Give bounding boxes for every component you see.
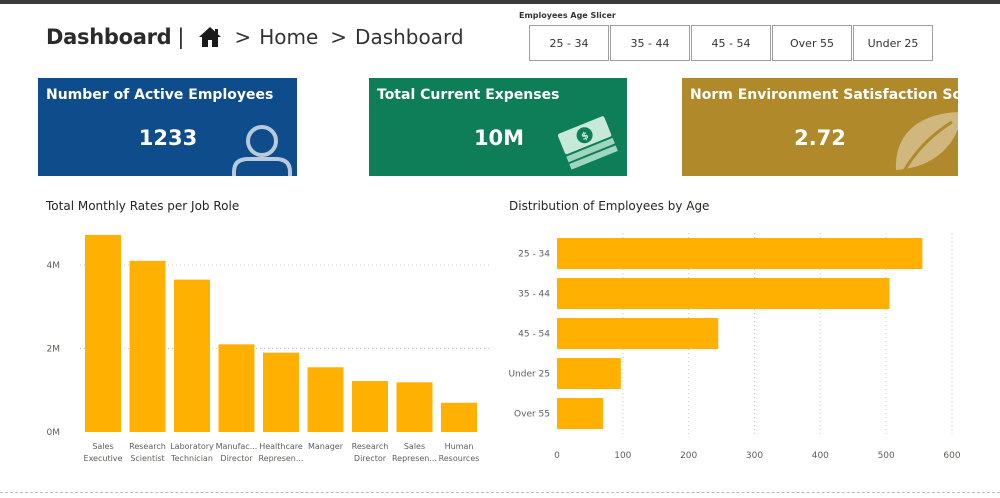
x-tick-label: 600 — [943, 451, 960, 461]
bar[interactable] — [129, 260, 166, 432]
bar[interactable] — [85, 234, 121, 432]
y-tick-label: 0M — [47, 428, 61, 438]
x-category-label: Healthcare — [259, 442, 303, 451]
y-category-label: 45 - 54 — [518, 330, 550, 340]
bar[interactable] — [263, 352, 299, 432]
breadcrumb-separator: > — [330, 25, 348, 49]
money-icon: $ — [557, 116, 618, 170]
kpi-value: 2.72 — [794, 126, 846, 150]
breadcrumb-home[interactable]: Home — [259, 25, 319, 49]
slicer-title: Employees Age Slicer — [519, 11, 616, 20]
svg-text:$: $ — [580, 130, 591, 143]
x-category-label: Human — [445, 442, 474, 451]
kpi-card-active-employees: Number of Active Employees 1233 — [38, 78, 297, 176]
x-tick-label: 100 — [614, 451, 631, 461]
x-category-label: Represen... — [392, 454, 437, 463]
x-category-label: Research — [352, 442, 389, 451]
bar[interactable] — [557, 358, 621, 389]
x-tick-label: 0 — [554, 451, 560, 461]
top-border — [0, 0, 1000, 4]
x-category-label: Technician — [170, 454, 213, 463]
y-tick-label: 4M — [47, 261, 61, 271]
slicer-option-35-44[interactable]: 35 - 44 — [610, 25, 690, 61]
job-role-bar-chart: 0M 2M 4M Sales Executive Research Scientist Lab… — [47, 234, 492, 463]
slicer-option-45-54[interactable]: 45 - 54 — [691, 25, 771, 61]
x-category-label: Scientist — [130, 454, 164, 463]
x-tick-label: 300 — [746, 451, 763, 461]
kpi-label: Number of Active Employees — [46, 87, 274, 103]
page-title: Dashboard — [46, 25, 172, 49]
age-chart-title: Distribution of Employees by Age — [509, 199, 710, 213]
y-category-label: 35 - 44 — [518, 290, 550, 300]
bar[interactable] — [218, 344, 255, 432]
bar[interactable] — [557, 238, 923, 269]
breadcrumb-dashboard[interactable]: Dashboard — [355, 25, 464, 49]
y-category-label: Over 55 — [514, 410, 550, 420]
x-category-label: Director — [220, 454, 253, 463]
bar-chart-title: Total Monthly Rates per Job Role — [46, 199, 240, 213]
kpi-label: Total Current Expenses — [377, 87, 560, 103]
x-category-label: Manufac... — [216, 442, 258, 451]
x-tick-label: 500 — [878, 451, 895, 461]
slicer-option-under-25[interactable]: Under 25 — [853, 25, 933, 61]
person-icon — [232, 125, 292, 176]
slicer-options: 25 - 34 35 - 44 45 - 54 Over 55 Under 25 — [529, 25, 933, 61]
age-distribution-bar-chart: 0 100 200 300 400 500 600 25 - 34 35 - 44 45 - 54… — [508, 233, 961, 461]
bar[interactable] — [557, 278, 890, 309]
x-category-label: Represen... — [258, 454, 303, 463]
bar[interactable] — [174, 279, 210, 432]
slicer-option-over-55[interactable]: Over 55 — [772, 25, 852, 61]
page-header: Dashboard | > Home > Dashboard — [46, 22, 464, 52]
x-category-label: Research — [129, 442, 166, 451]
x-tick-label: 200 — [680, 451, 697, 461]
y-category-label: 25 - 34 — [518, 250, 550, 260]
breadcrumb-separator: > — [234, 25, 252, 49]
kpi-card-total-expenses: Total Current Expenses 10M $ — [369, 78, 627, 176]
age-slicer: Employees Age Slicer 25 - 34 35 - 44 45 … — [519, 11, 933, 61]
x-category-label: Laboratory — [170, 442, 214, 451]
x-tick-label: 400 — [812, 451, 829, 461]
y-category-label: Under 25 — [508, 370, 550, 380]
slicer-option-25-34[interactable]: 25 - 34 — [529, 25, 609, 61]
bar[interactable] — [557, 398, 604, 429]
title-separator: | — [177, 25, 185, 49]
kpi-card-satisfaction-score: Norm Environment Satisfaction Score 2.72 — [682, 78, 958, 176]
bottom-divider — [0, 492, 1000, 493]
x-category-label: Sales — [92, 442, 113, 451]
bar[interactable] — [441, 402, 477, 432]
x-category-label: Sales — [404, 442, 425, 451]
bar[interactable] — [352, 381, 388, 432]
x-category-label: Director — [354, 454, 387, 463]
leaf-icon — [895, 112, 958, 176]
home-icon[interactable] — [198, 26, 222, 48]
bar[interactable] — [307, 367, 344, 432]
kpi-value: 10M — [473, 126, 525, 150]
kpi-label: Norm Environment Satisfaction Score — [690, 87, 958, 103]
kpi-value: 1233 — [138, 126, 198, 150]
x-category-label: Manager — [308, 442, 344, 451]
x-category-label: Resources — [439, 454, 480, 463]
y-tick-label: 2M — [47, 345, 61, 355]
bar[interactable] — [396, 382, 433, 432]
x-category-label: Executive — [84, 454, 123, 463]
bar[interactable] — [557, 318, 719, 349]
